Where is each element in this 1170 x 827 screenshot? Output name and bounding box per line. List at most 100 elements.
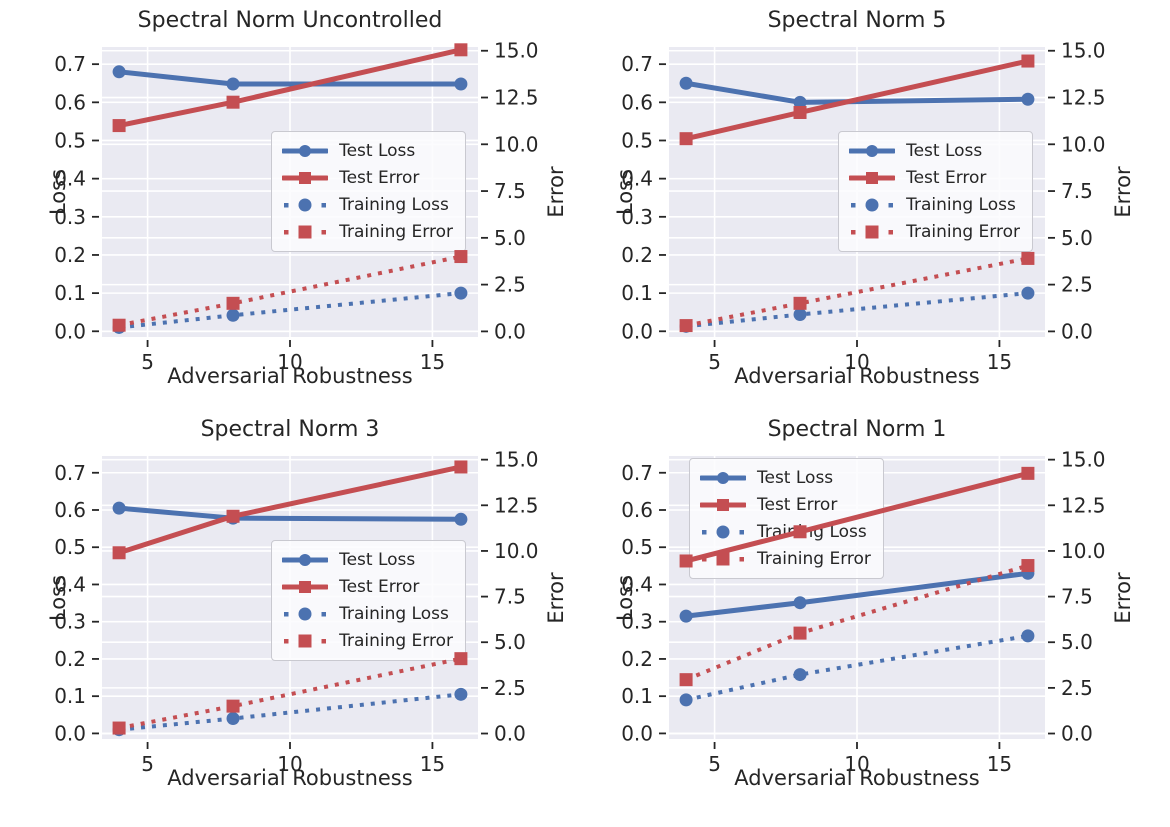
x-axis-label: Adversarial Robustness [734, 766, 980, 790]
svg-text:2.5: 2.5 [494, 676, 526, 700]
legend-label: Test Loss [906, 140, 983, 161]
training-loss-swatch-icon [284, 198, 327, 212]
svg-text:0.6: 0.6 [621, 498, 653, 522]
svg-text:2.5: 2.5 [1061, 273, 1093, 297]
svg-text:15.0: 15.0 [1061, 39, 1106, 63]
svg-text:15: 15 [420, 752, 445, 776]
svg-text:0.3: 0.3 [54, 610, 86, 634]
legend-item-training-error: Training Error [282, 219, 453, 245]
svg-text:10.0: 10.0 [494, 539, 539, 563]
right-axis-label: Error [544, 166, 568, 218]
svg-text:15: 15 [987, 752, 1012, 776]
svg-text:0.0: 0.0 [54, 319, 86, 343]
left-axis-label: Loss [613, 168, 637, 216]
svg-text:0.6: 0.6 [54, 498, 86, 522]
svg-text:0.7: 0.7 [54, 52, 86, 76]
svg-text:0.3: 0.3 [621, 610, 653, 634]
legend-item-test-loss: Test Loss [700, 465, 871, 491]
svg-text:15.0: 15.0 [1061, 448, 1106, 472]
training-error-swatch-icon [851, 225, 894, 239]
svg-text:10.0: 10.0 [1061, 132, 1106, 156]
legend-label: Training Loss [906, 194, 1016, 215]
legend: Test Loss Test Error Training Loss Train… [271, 540, 466, 661]
svg-text:0.0: 0.0 [621, 721, 653, 745]
svg-text:2.5: 2.5 [1061, 676, 1093, 700]
legend-item-test-loss: Test Loss [849, 138, 1020, 164]
svg-text:0.3: 0.3 [54, 205, 86, 229]
svg-text:12.5: 12.5 [494, 86, 539, 110]
legend-label: Training Loss [757, 521, 867, 542]
subplot-spectral-norm-1: 0.0 0.1 0.2 0.3 0.4 0.5 0.6 0.7 0.0 2.5 5.0 7.5 10.0… [585, 414, 1170, 827]
legend-item-training-error: Training Error [700, 546, 871, 572]
legend-item-training-loss: Training Loss [849, 192, 1020, 218]
svg-text:0.1: 0.1 [54, 281, 86, 305]
svg-text:10: 10 [844, 350, 869, 374]
svg-text:5.0: 5.0 [1061, 630, 1093, 654]
svg-text:0.4: 0.4 [621, 167, 653, 191]
svg-text:15.0: 15.0 [494, 39, 539, 63]
legend-item-test-loss: Test Loss [282, 547, 453, 573]
svg-text:0.0: 0.0 [54, 721, 86, 745]
x-axis-label: Adversarial Robustness [734, 364, 980, 388]
svg-text:0.2: 0.2 [54, 647, 86, 671]
svg-text:0.5: 0.5 [621, 128, 653, 152]
svg-text:0.0: 0.0 [1061, 319, 1093, 343]
legend-label: Training Error [906, 221, 1020, 242]
test-error-swatch-icon [282, 581, 329, 593]
test-error-swatch-icon [282, 172, 329, 184]
svg-text:5.0: 5.0 [494, 226, 526, 250]
training-error-swatch-icon [284, 225, 327, 239]
svg-text:0.7: 0.7 [621, 52, 653, 76]
legend-label: Training Loss [339, 603, 449, 624]
plot-title: Spectral Norm Uncontrolled [137, 8, 443, 33]
legend-item-test-error: Test Error [849, 165, 1020, 191]
right-axis-label: Error [1111, 571, 1135, 624]
legend: Test Loss Test Error Training Loss Train… [271, 131, 466, 252]
svg-text:0.2: 0.2 [621, 647, 653, 671]
svg-text:2.5: 2.5 [494, 273, 526, 297]
svg-text:12.5: 12.5 [494, 493, 539, 517]
test-error-swatch-icon [700, 499, 746, 511]
training-error-swatch-icon [284, 634, 327, 648]
svg-text:5: 5 [141, 350, 154, 374]
svg-text:0.0: 0.0 [1061, 722, 1093, 746]
legend-label: Test Error [339, 167, 420, 188]
left-axis-label: Loss [613, 574, 637, 621]
legend-item-training-error: Training Error [849, 219, 1020, 245]
legend-label: Training Error [339, 221, 453, 242]
svg-text:0.1: 0.1 [54, 684, 86, 708]
svg-text:15: 15 [420, 350, 445, 374]
svg-text:5.0: 5.0 [1061, 226, 1093, 250]
legend-item-test-error: Test Error [700, 492, 871, 518]
svg-text:12.5: 12.5 [1061, 86, 1106, 110]
x-axis-label: Adversarial Robustness [167, 364, 413, 388]
svg-text:7.5: 7.5 [1061, 179, 1093, 203]
legend-item-training-loss: Training Loss [282, 601, 453, 627]
svg-text:0.4: 0.4 [54, 167, 86, 191]
test-loss-swatch-icon [282, 145, 329, 157]
plot-title: Spectral Norm 5 [767, 8, 947, 33]
legend-item-test-error: Test Error [282, 574, 453, 600]
subplot-spectral-norm-3: 0.0 0.1 0.2 0.3 0.4 0.5 0.6 0.7 0.0 2.5 5.0 7.5 10.0… [0, 414, 585, 827]
svg-text:7.5: 7.5 [494, 179, 526, 203]
training-loss-swatch-icon [284, 607, 327, 621]
svg-text:0.1: 0.1 [621, 281, 653, 305]
legend-label: Test Loss [757, 467, 834, 488]
svg-text:5: 5 [141, 752, 154, 776]
svg-text:15.0: 15.0 [494, 448, 539, 472]
training-loss-swatch-icon [851, 198, 894, 212]
svg-text:5: 5 [708, 752, 721, 776]
svg-text:15: 15 [987, 350, 1012, 374]
right-axis-label: Error [544, 571, 568, 624]
svg-text:0.1: 0.1 [621, 684, 653, 708]
svg-text:0.6: 0.6 [54, 90, 86, 114]
svg-text:0.5: 0.5 [621, 535, 653, 559]
svg-text:5.0: 5.0 [494, 630, 526, 654]
subplot-spectral-norm-uncontrolled: 0.0 0.1 0.2 0.3 0.4 0.5 0.6 0.7 0.0 2.5 5.0 7.5 10.0… [0, 0, 585, 414]
legend-label: Test Loss [339, 140, 416, 161]
svg-text:12.5: 12.5 [1061, 493, 1106, 517]
legend-label: Training Loss [339, 194, 449, 215]
test-loss-swatch-icon [849, 145, 896, 157]
svg-text:10: 10 [844, 752, 869, 776]
test-loss-swatch-icon [282, 554, 329, 566]
